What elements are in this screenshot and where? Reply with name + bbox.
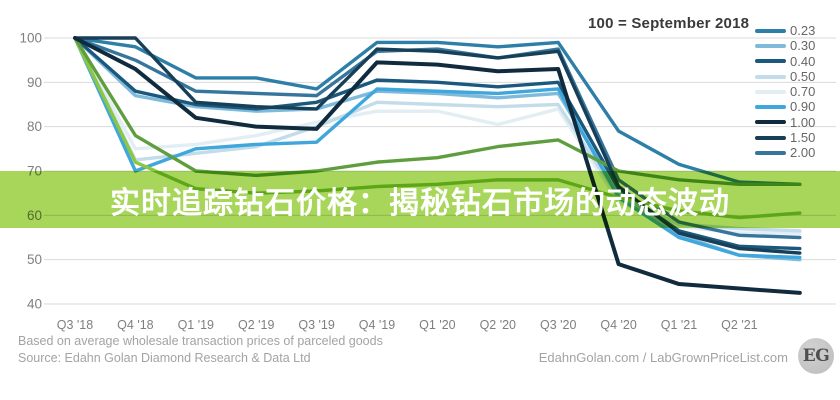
legend-label: 0.40 [790,53,816,69]
legend-item-0.50: 0.50 [755,69,815,84]
series-line-0.23 [73,36,802,186]
legend-label: 0.30 [790,38,816,54]
legend-label: 2.00 [790,145,816,161]
legend-item-0.23: 0.23 [755,23,815,38]
legend-line-swatch [755,105,786,110]
series-line-1.50 [73,36,802,255]
y-axis-tick-label: 80 [27,119,42,134]
banner-headline: 实时追踪钻石价格：揭秘钻石市场的动态波动 [110,185,730,221]
banner-background [0,171,840,228]
legend-label: 0.23 [790,23,816,38]
y-axis-tick-label: 50 [27,252,42,267]
legend-line-swatch [755,28,786,33]
x-axis-tick-label: Q2 '19 [238,318,274,332]
x-axis-tick-label: Q1 '20 [419,318,455,332]
legend-item-0.40: 0.40 [755,54,815,69]
x-axis-tick-label: Q1 '21 [661,318,697,332]
eg-logo: EG [798,338,834,374]
series-line-0.30 [73,36,802,262]
x-axis-tick-label: Q3 '20 [540,318,576,332]
legend-line-swatch [755,74,786,79]
index-base-note: 100 = September 2018 [588,15,750,32]
legend-line-swatch [755,43,786,48]
legend-line-swatch [755,89,786,94]
footnote-methodology: Based on average wholesale transaction p… [18,334,383,348]
footnote-websites: EdahnGolan.com / LabGrownPriceList.com [538,350,788,365]
carat-size-legend: 0.23 0.30 0.40 0.50 0.70 0.90 1.00 1.50 2.00 [755,23,815,161]
legend-item-2.00: 2.00 [755,145,815,160]
legend-label: 1.50 [790,130,816,146]
footnote-source: Source: Edahn Golan Diamond Research & D… [18,351,311,365]
y-axis-tick-label: 90 [27,75,42,90]
legend-line-swatch [755,120,786,125]
x-axis-tick-label: Q3 '18 [57,318,93,332]
legend-item-0.90: 0.90 [755,99,815,114]
x-axis-tick-label: Q2 '20 [480,318,516,332]
series-line-0.90 [73,36,802,260]
legend-label: 0.90 [790,99,816,115]
y-axis-tick-label: 40 [27,296,42,311]
x-axis-tick-label: Q3 '19 [298,318,334,332]
x-axis-tick-label: Q1 '19 [178,318,214,332]
y-axis-tick-label: 100 [19,31,42,46]
legend-item-0.30: 0.30 [755,38,815,53]
x-axis-tick-label: Q4 '18 [117,318,153,332]
series-line-0.40 [73,36,802,251]
legend-label: 0.50 [790,68,816,84]
x-axis-tick-label: Q4 '20 [600,318,636,332]
legend-line-swatch [755,59,786,64]
legend-line-swatch [755,135,786,140]
legend-item-1.50: 1.50 [755,130,815,145]
series-line-1.00 [73,36,802,295]
x-axis-tick-label: Q4 '19 [359,318,395,332]
legend-label: 1.00 [790,114,816,130]
x-axis-tick-label: Q2 '21 [721,318,757,332]
legend-item-1.00: 1.00 [755,115,815,130]
legend-item-0.70: 0.70 [755,84,815,99]
legend-line-swatch [755,151,786,156]
legend-label: 0.70 [790,84,816,100]
